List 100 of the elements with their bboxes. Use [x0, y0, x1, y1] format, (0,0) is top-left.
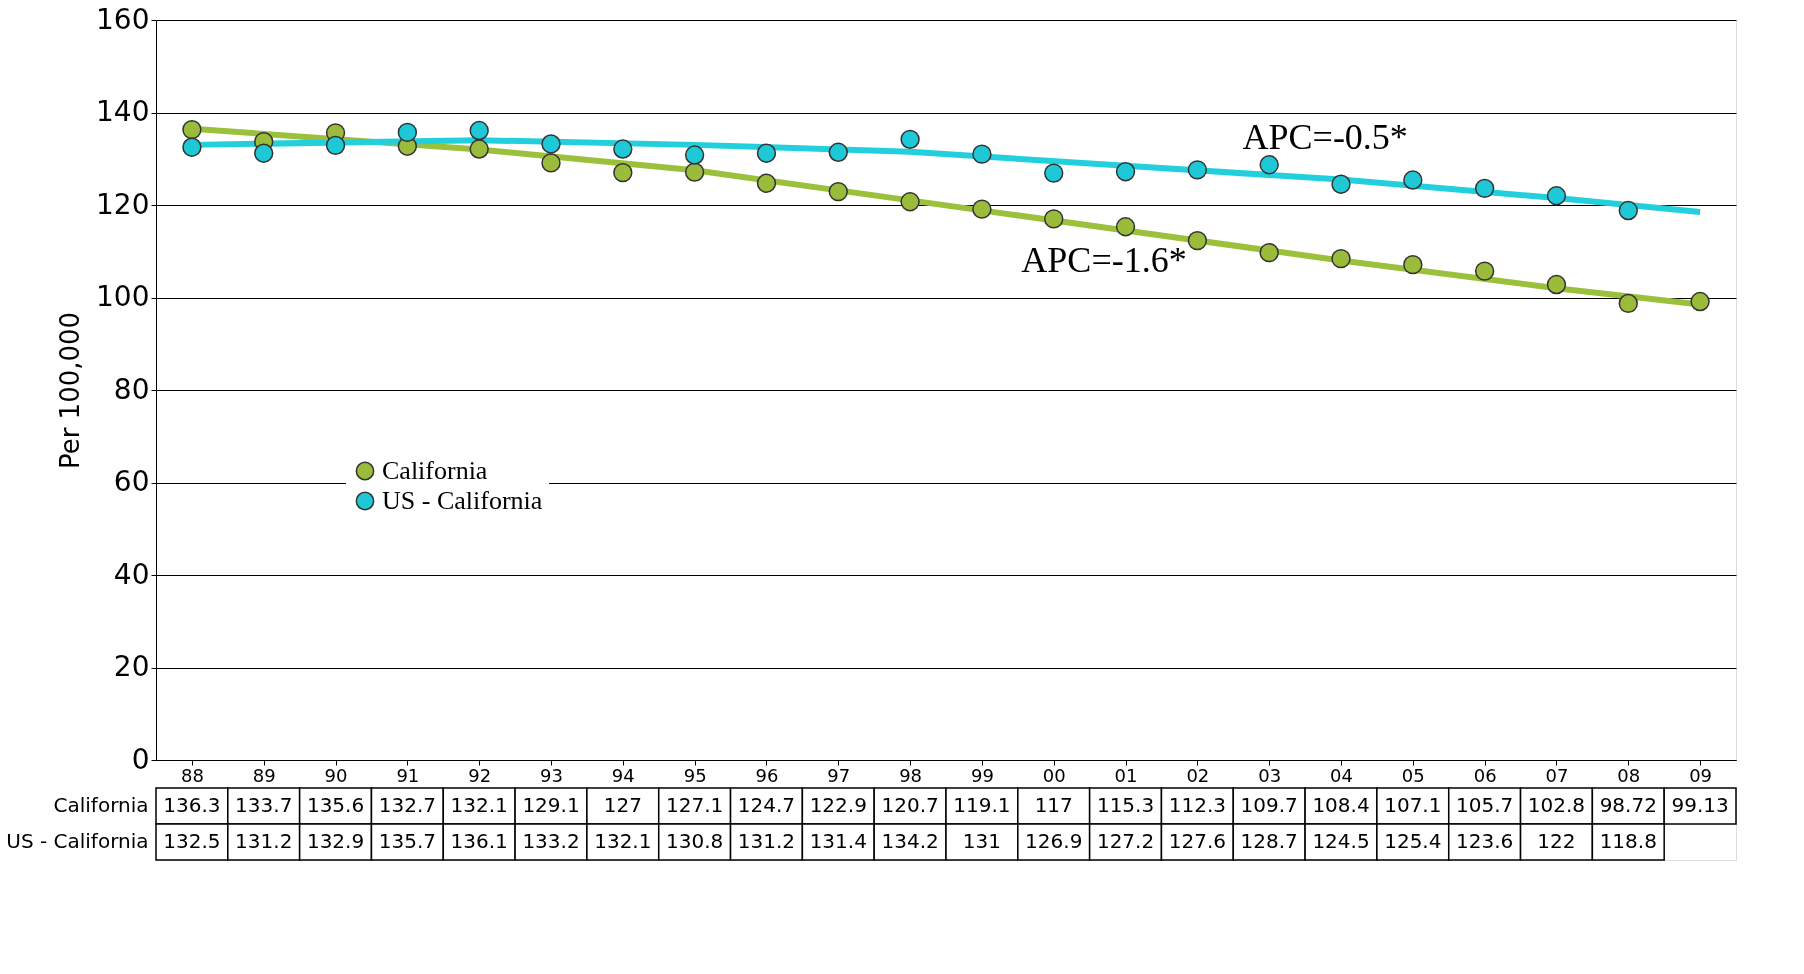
- x-tick-label: 98: [899, 764, 923, 786]
- y-tick-label: 100: [96, 280, 150, 313]
- data-label: 107.1: [1384, 793, 1442, 817]
- data-label: 122.9: [809, 793, 867, 817]
- data-label: 128.7: [1240, 829, 1298, 853]
- point: [1474, 178, 1495, 199]
- data-label: 131.2: [737, 829, 796, 853]
- point: [1259, 155, 1279, 175]
- data-label: 132.7: [378, 793, 436, 817]
- point: [972, 199, 992, 219]
- data-label: 99.13: [1671, 793, 1729, 817]
- annotation: APC=-0.5*: [1242, 117, 1408, 158]
- data-label: 98.72: [1599, 793, 1657, 817]
- x-tick-label: 00: [1042, 764, 1066, 786]
- x-tick-label: 06: [1473, 764, 1497, 786]
- x-tick-label: 93: [540, 764, 563, 786]
- point: [1546, 186, 1567, 206]
- point: [1618, 293, 1638, 314]
- point: [1331, 174, 1351, 194]
- data-label: 127.2: [1096, 829, 1155, 853]
- data-label: 127.1: [666, 793, 724, 817]
- y-tick-label: 40: [113, 557, 150, 591]
- data-label: 126.9: [1025, 829, 1083, 853]
- x-tick-label: 89: [252, 764, 276, 786]
- data-label: 119.1: [953, 793, 1011, 817]
- point: [1115, 162, 1136, 182]
- point: [828, 181, 848, 202]
- point: [1259, 242, 1279, 263]
- point: [1474, 261, 1495, 281]
- point: [469, 120, 489, 141]
- point: [613, 139, 633, 159]
- x-tick-label: 09: [1689, 764, 1713, 786]
- point: [1187, 230, 1208, 251]
- point: [1403, 170, 1423, 190]
- data-label: 132.5: [163, 829, 221, 853]
- data-label: 129.1: [522, 793, 580, 817]
- data-label: 132.1: [594, 829, 652, 853]
- data-label: 112.3: [1168, 793, 1226, 817]
- data-label: 131.2: [235, 829, 293, 853]
- point: [1618, 200, 1638, 221]
- data-label: 135.7: [378, 829, 436, 853]
- x-tick-label: 94: [611, 764, 635, 786]
- x-tick-label: 88: [180, 764, 204, 786]
- x-tick-label: 90: [324, 764, 348, 786]
- point: [182, 119, 202, 140]
- x-tick-label: 95: [683, 764, 707, 786]
- point: [1546, 274, 1567, 295]
- data-label: 131: [962, 829, 1001, 853]
- point: [684, 145, 705, 165]
- data-label: 109.7: [1240, 793, 1298, 817]
- point: [1187, 160, 1208, 180]
- legend-label: US - California: [382, 486, 543, 515]
- text: California: [53, 793, 149, 817]
- x-tick-label: 92: [468, 764, 492, 786]
- data-label: 133.7: [235, 793, 293, 817]
- point: [684, 162, 705, 182]
- data-label: 125.4: [1384, 829, 1442, 853]
- data-label: 136.3: [163, 793, 221, 817]
- point: [1044, 163, 1064, 183]
- point: [756, 143, 777, 163]
- point: [397, 122, 418, 143]
- x-tick-label: 99: [970, 764, 994, 786]
- data-label: 117: [1034, 793, 1073, 817]
- x-tick-label: 03: [1258, 764, 1282, 786]
- x-tick-label: 07: [1545, 764, 1569, 786]
- x-tick-label: 91: [396, 764, 420, 786]
- text: US - California: [6, 829, 149, 853]
- point: [1331, 248, 1351, 269]
- point: [613, 162, 633, 183]
- point: [1044, 209, 1064, 229]
- data-label: 122: [1537, 829, 1576, 853]
- point: [254, 143, 274, 163]
- y-tick-label: 60: [113, 465, 150, 498]
- x-tick-label: 04: [1330, 764, 1353, 786]
- y-tick-label: 120: [96, 187, 150, 221]
- data-label: 120.7: [881, 793, 939, 817]
- data-label: 102.8: [1527, 793, 1586, 817]
- y-tick-label: 140: [96, 95, 150, 128]
- x-tick-label: 05: [1401, 764, 1425, 786]
- data-label: 132.9: [306, 829, 365, 853]
- x-tick-label: 01: [1114, 764, 1138, 786]
- annotation: APC=-1.6*: [1021, 239, 1187, 280]
- x-tick-label: 96: [755, 764, 779, 786]
- data-label: 123.6: [1456, 829, 1514, 853]
- point: [900, 192, 920, 212]
- point: [541, 153, 561, 173]
- point: [828, 142, 848, 162]
- point: [541, 134, 561, 154]
- point: [325, 135, 346, 156]
- data-label: 108.4: [1312, 793, 1370, 817]
- y-tick-label: 20: [113, 650, 150, 683]
- y-tick-label: 160: [96, 2, 150, 36]
- data-label: 133.2: [522, 829, 580, 853]
- data-label: 124.7: [737, 793, 796, 817]
- point: [1115, 217, 1136, 237]
- x-tick-label: 02: [1186, 764, 1210, 786]
- point: [972, 144, 992, 164]
- data-label: 105.7: [1456, 793, 1514, 817]
- data-label: 135.6: [306, 793, 365, 817]
- point: [900, 129, 920, 149]
